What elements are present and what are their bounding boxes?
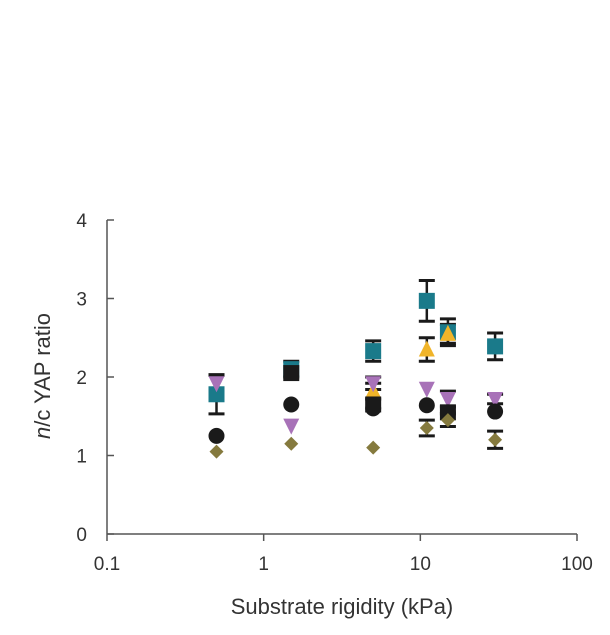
data-point-triangle-down xyxy=(208,376,225,393)
x-tick-label: 10 xyxy=(410,554,431,575)
data-point-diamond xyxy=(488,432,503,447)
error-bars xyxy=(208,278,504,450)
data-point-circle xyxy=(487,403,504,420)
y-tick-label: 0 xyxy=(76,525,87,546)
data-point-square xyxy=(365,343,382,360)
x-ticks: 0.1 1 10 100 xyxy=(94,534,593,575)
data-point-square xyxy=(283,365,300,382)
x-tick-label: 100 xyxy=(561,554,593,575)
data-point-square xyxy=(208,386,225,403)
x-tick-label: 1 xyxy=(258,554,269,575)
data-point-circle xyxy=(418,397,435,414)
y-tick-label: 2 xyxy=(76,368,87,389)
data-point-square xyxy=(418,292,435,309)
data-point-circle xyxy=(208,427,225,444)
data-point-diamond xyxy=(440,413,455,428)
x-tick-label: 0.1 xyxy=(94,554,120,575)
axes xyxy=(106,220,577,535)
data-markers xyxy=(208,292,504,459)
data-point-diamond xyxy=(209,444,224,459)
data-point-diamond xyxy=(366,440,381,455)
y-axis-title: n/c YAP ratio xyxy=(30,313,55,439)
y-tick-label: 4 xyxy=(76,211,87,232)
y-tick-label: 3 xyxy=(76,290,87,311)
data-point-square xyxy=(365,396,382,413)
data-point-diamond xyxy=(284,436,299,451)
data-point-triangle-down xyxy=(439,391,456,408)
data-point-triangle-up xyxy=(418,340,435,357)
data-point-triangle-up xyxy=(439,324,456,341)
y-axis-title-italic: n xyxy=(30,427,55,439)
data-point-triangle-down xyxy=(487,391,504,408)
y-tick-label: 1 xyxy=(76,447,87,468)
data-point-triangle-down xyxy=(365,376,382,393)
data-point-triangle-down xyxy=(418,381,435,398)
data-point-circle xyxy=(283,396,300,413)
data-point-square xyxy=(487,338,504,355)
data-point-triangle-down xyxy=(283,418,300,435)
data-point-diamond xyxy=(419,421,434,436)
x-axis-title: Substrate rigidity (kPa) xyxy=(231,594,454,619)
y-ticks: 0 1 2 3 4 xyxy=(76,211,114,546)
data-point-square xyxy=(439,404,456,421)
y-axis-title-rest: /c YAP ratio xyxy=(30,313,55,427)
